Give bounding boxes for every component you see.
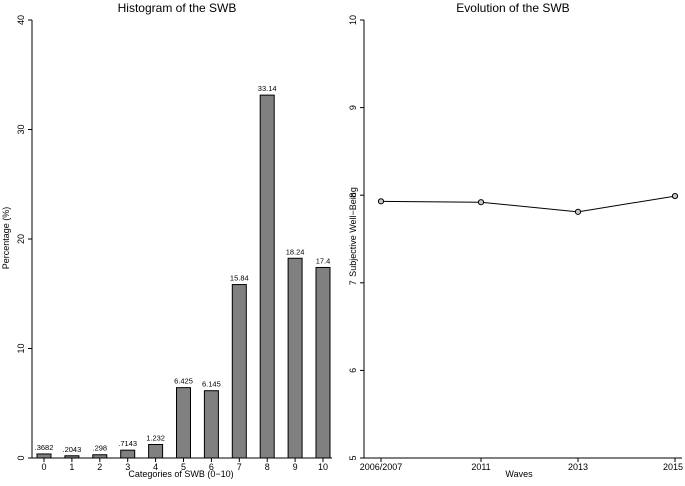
histogram-value-labels: .3682 .2043 .298 .7143 1.232 6.425 6.145 15.84 3…: [35, 84, 331, 454]
evolution-y-tick-label: 7: [348, 280, 358, 285]
evolution-x-tick-label: 2013: [568, 462, 588, 472]
histogram-value-label: .298: [92, 444, 107, 453]
evolution-point: [377, 198, 385, 205]
histogram-y-tick-label: 0: [16, 455, 26, 460]
histogram-x-tick-label: 9: [293, 462, 298, 472]
histogram-y-axis-label: Percentage (%): [1, 207, 11, 270]
histogram-axes: 0 10 20 30 40 0 1 2 3 4 5 6 7 8 9 10: [16, 15, 332, 472]
evolution-point: [574, 208, 582, 215]
histogram-y-tick-label: 40: [16, 15, 26, 25]
evolution-x-axis-label: Waves: [505, 469, 533, 479]
evolution-y-tick-label: 9: [348, 105, 358, 110]
histogram-x-tick-label: 0: [41, 462, 46, 472]
evolution-y-axis-label: Subjective Well−Being: [348, 187, 358, 277]
histogram-x-tick-label: 4: [153, 462, 158, 472]
histogram-bar: [36, 453, 52, 459]
histogram-x-tick-label: 10: [318, 462, 328, 472]
histogram-y-tick-label: 20: [16, 234, 26, 244]
histogram-value-label: 17.4: [316, 256, 331, 265]
histogram-x-axis-label: Categories of SWB (0−10): [128, 469, 233, 479]
histogram-bar: [120, 449, 136, 459]
histogram-x-tick-label: 6: [209, 462, 214, 472]
evolution-point: [671, 192, 679, 200]
evolution-y-tick-label: 6: [348, 368, 358, 373]
evolution-x-tick-label: 2011: [471, 462, 490, 472]
histogram-value-label: 1.232: [146, 434, 165, 443]
histogram-value-label: .3682: [35, 443, 54, 452]
histogram-panel: Histogram of the SWB 0 10 20 30 40 0 1 2 3 4 5 6 7 8 9…: [1, 1, 332, 479]
histogram-bar: [92, 454, 108, 459]
evolution-series: [377, 192, 679, 215]
histogram-title: Histogram of the SWB: [118, 1, 237, 15]
evolution-y-tick-label: 5: [348, 455, 358, 460]
histogram-x-tick-label: 3: [125, 462, 130, 472]
evolution-y-tick-label: 8: [348, 193, 358, 198]
evolution-title: Evolution of the SWB: [456, 1, 569, 15]
histogram-y-tick-label: 10: [16, 343, 26, 353]
histogram-x-tick-label: 5: [181, 462, 186, 472]
histogram-x-tick-label: 1: [69, 462, 74, 472]
histogram-value-label: 33.14: [258, 84, 277, 93]
evolution-point: [477, 199, 485, 206]
histogram-value-label: 15.84: [230, 274, 249, 283]
histogram-x-tick-label: 8: [265, 462, 270, 472]
histogram-bar: [148, 444, 164, 459]
histogram-y-tick-label: 30: [16, 124, 26, 134]
evolution-line: [380, 195, 676, 213]
histogram-bar: [176, 387, 191, 459]
histogram-value-label: 18.24: [286, 247, 305, 256]
histogram-bar: [64, 455, 80, 459]
histogram-value-label: 6.425: [174, 377, 193, 386]
histogram-bar: [287, 257, 303, 459]
evolution-panel: Evolution of the SWB 5 6 7 8 9 10 2006/2007 201…: [348, 1, 683, 479]
evolution-x-tick-label: 2006/2007: [360, 462, 403, 472]
histogram-bar: [259, 94, 275, 459]
histogram-value-label: .2043: [63, 445, 82, 454]
histogram-bar: [315, 266, 331, 459]
histogram-value-label: 6.145: [202, 380, 221, 389]
histogram-bars: [36, 94, 331, 459]
histogram-x-tick-label: 7: [237, 462, 242, 472]
evolution-axes: 5 6 7 8 9 10 2006/2007 2011 2013 2015: [348, 15, 683, 472]
histogram-bar: [231, 284, 247, 459]
evolution-y-tick-label: 10: [348, 15, 358, 25]
evolution-x-tick-label: 2015: [663, 462, 683, 472]
histogram-value-label: .7143: [118, 439, 137, 448]
histogram-x-tick-label: 2: [97, 462, 102, 472]
histogram-bar: [203, 390, 219, 459]
